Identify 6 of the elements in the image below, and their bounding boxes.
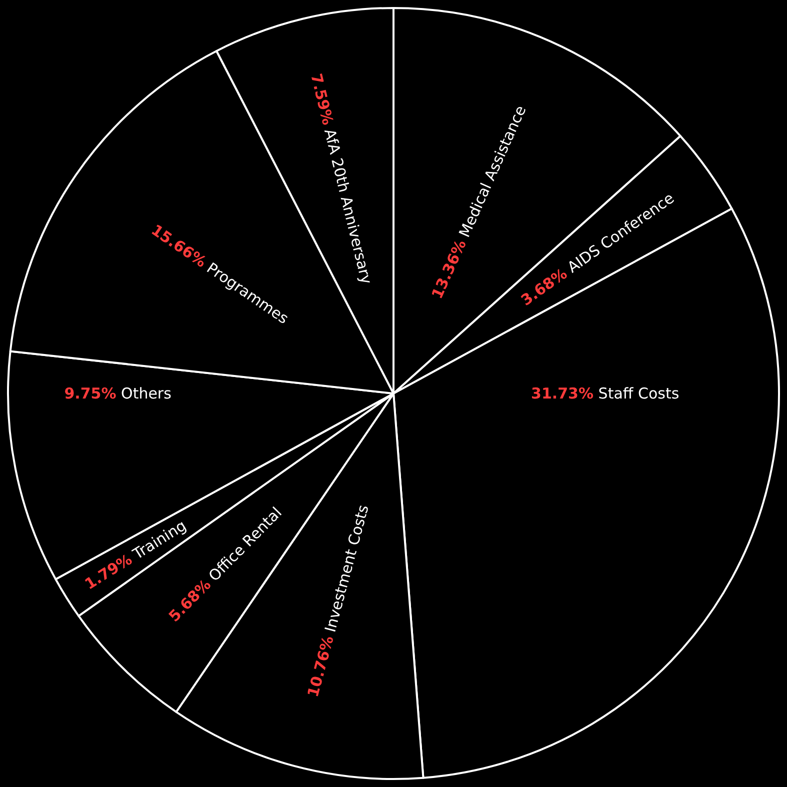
slice-label: Others: [121, 384, 172, 402]
data-label: 31.73%: [531, 384, 594, 402]
slice-label: Staff Costs: [598, 384, 680, 402]
data-label: 7.59%: [307, 72, 337, 127]
data-label: 9.75%: [64, 384, 116, 402]
data-label: 10.76%: [304, 634, 338, 699]
